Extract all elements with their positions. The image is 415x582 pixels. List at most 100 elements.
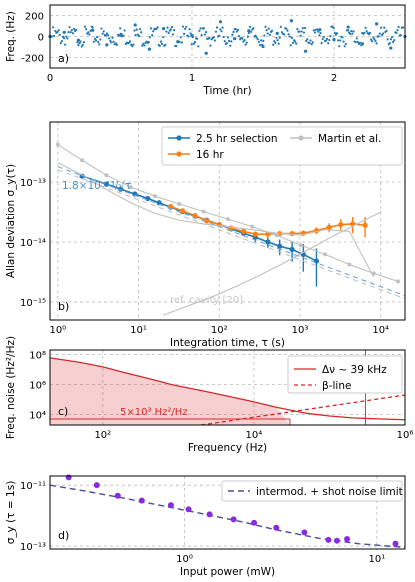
noise-dot	[156, 26, 159, 29]
data-point	[201, 209, 206, 214]
data-point	[325, 536, 332, 543]
noise-dot	[246, 35, 249, 38]
noise-dot	[80, 45, 83, 48]
noise-dot	[393, 39, 396, 42]
noise-dot	[59, 42, 62, 45]
noise-dot	[169, 28, 172, 31]
noise-dot	[133, 29, 136, 32]
noise-dot	[352, 30, 355, 33]
noise-dot	[252, 27, 255, 30]
noise-dot	[358, 41, 362, 44]
noise-dot	[115, 43, 119, 46]
noise-dot	[215, 26, 219, 29]
noise-dot	[70, 28, 73, 32]
noise-dot	[77, 44, 80, 47]
noise-dot	[319, 31, 322, 35]
noise-dot	[377, 35, 380, 38]
noise-dot	[373, 38, 376, 41]
noise-dot	[202, 27, 205, 30]
noise-dot	[52, 26, 55, 29]
noise-dot	[325, 37, 329, 40]
noise-dot	[159, 40, 163, 43]
noise-dot	[258, 44, 262, 47]
noise-dot	[268, 33, 271, 37]
legend-label: intermod. + shot noise limit	[256, 486, 403, 498]
noise-dot	[192, 42, 196, 45]
noise-dot	[234, 27, 237, 31]
noise-dot	[278, 36, 281, 39]
noise-dot	[324, 39, 328, 42]
noise-dot	[98, 43, 101, 46]
noise-dot	[303, 26, 307, 30]
noise-dot	[236, 28, 240, 31]
noise-dot	[280, 31, 284, 34]
noise-dot	[209, 44, 212, 47]
panel-c-frame	[49, 349, 406, 426]
noise-dot	[289, 44, 292, 47]
noise-dot	[392, 40, 395, 44]
noise-dot	[91, 26, 94, 29]
noise-dot	[230, 40, 233, 43]
data-point	[103, 181, 110, 187]
y-tick-label: 10⁻¹⁵	[20, 298, 46, 309]
noise-dot	[171, 33, 175, 36]
noise-dot	[203, 33, 207, 36]
noise-dot	[318, 34, 321, 37]
noise-dot	[341, 36, 344, 39]
x-tick-label: 10⁰	[176, 554, 193, 565]
noise-dot	[214, 30, 218, 33]
data-point	[153, 194, 158, 199]
noise-dot	[129, 40, 132, 43]
y-tick-label: 10⁸	[29, 351, 46, 362]
noise-dot	[329, 34, 332, 38]
noise-dot	[267, 27, 270, 30]
noise-dot	[287, 33, 290, 36]
noise-dot	[142, 42, 145, 45]
noise-dot	[247, 31, 251, 35]
noise-dot	[56, 30, 59, 34]
data-point	[230, 516, 237, 523]
data-point	[91, 28, 95, 32]
noise-dot	[335, 32, 339, 35]
noise-dot	[371, 40, 374, 43]
legend-marker	[176, 151, 182, 157]
noise-dot	[296, 28, 299, 31]
noise-dot	[135, 28, 138, 31]
noise-dot	[200, 33, 203, 37]
noise-dot	[390, 35, 394, 39]
noise-dot	[225, 42, 229, 45]
legend: intermod. + shot noise limit	[221, 480, 403, 502]
x-tick-label: 1	[189, 73, 195, 84]
noise-dot	[336, 39, 340, 42]
noise-dot	[160, 42, 164, 45]
data-point	[177, 201, 182, 206]
noise-dot	[167, 31, 170, 35]
series-line	[57, 162, 375, 278]
noise-dot	[75, 28, 78, 32]
data-point	[347, 262, 352, 267]
noise-dot	[322, 35, 325, 39]
noise-dot	[155, 27, 158, 31]
x-tick-label: 10⁰	[49, 325, 66, 336]
noise-dot	[188, 28, 191, 31]
noise-dot	[272, 43, 275, 46]
data-point	[333, 537, 340, 544]
data-point	[277, 243, 283, 249]
noise-dot	[270, 29, 274, 32]
x-tick-label: 10¹	[130, 325, 147, 336]
data-point	[133, 23, 137, 27]
noise-dot	[54, 29, 57, 33]
data-point	[218, 20, 222, 24]
data-point	[273, 524, 280, 531]
noise-dot	[69, 31, 72, 34]
noise-dot	[308, 41, 311, 45]
legend-label: β-line	[322, 380, 351, 392]
y-tick-label: 10⁻¹³	[20, 178, 46, 189]
noise-dot	[310, 43, 313, 46]
data-point	[114, 492, 121, 499]
noise-dot	[152, 30, 155, 33]
noise-dot	[165, 30, 168, 33]
noise-dot	[68, 26, 71, 29]
noise-dot	[321, 37, 324, 41]
noise-dot	[399, 34, 402, 37]
